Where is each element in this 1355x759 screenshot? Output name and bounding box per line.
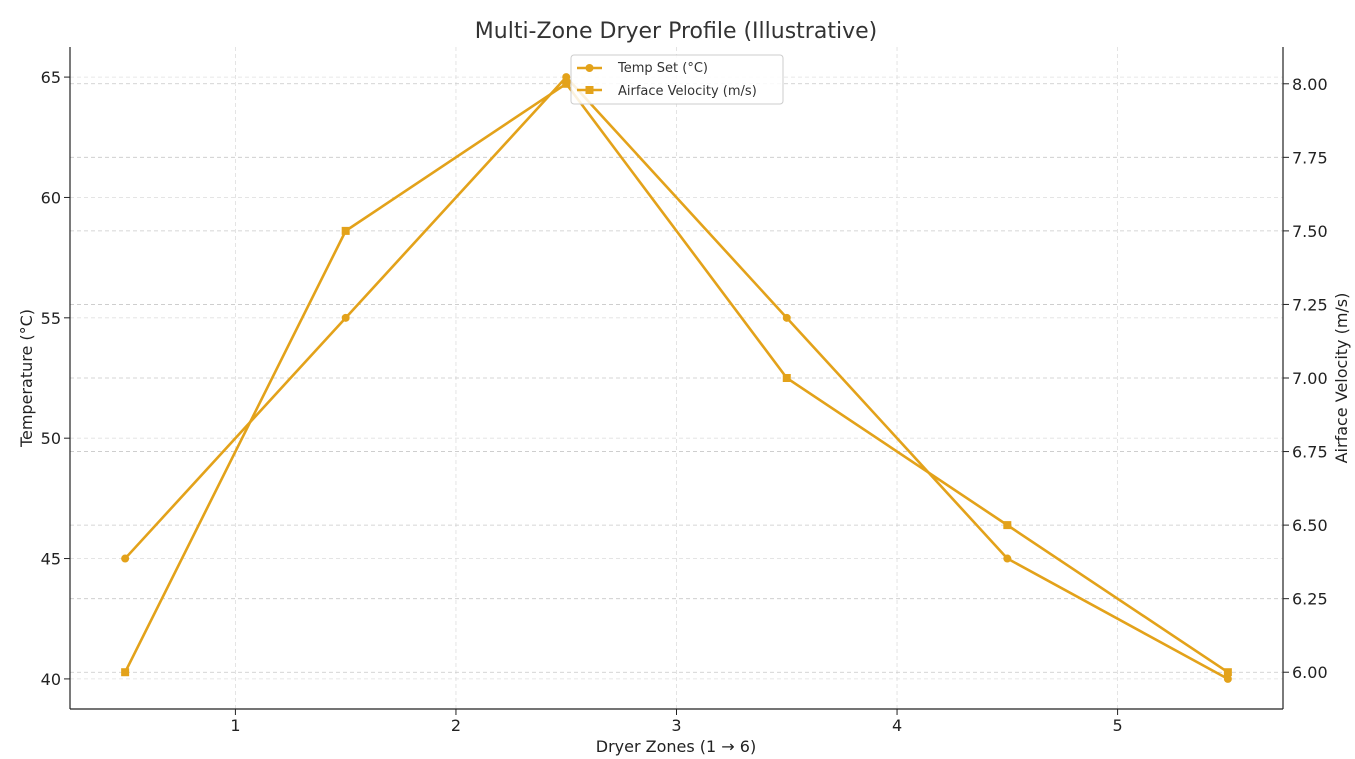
y-tick-label-left: 45 bbox=[41, 550, 61, 569]
x-axis-label: Dryer Zones (1 → 6) bbox=[596, 737, 756, 756]
data-point-temp-set bbox=[1003, 554, 1012, 563]
x-tick-label: 2 bbox=[451, 716, 461, 735]
y-tick-label-right: 6.00 bbox=[1292, 663, 1328, 682]
data-point-airface-velocity bbox=[1223, 668, 1232, 677]
data-point-airface-velocity bbox=[782, 374, 791, 382]
y-tick-label-left: 60 bbox=[41, 188, 61, 207]
series-line-temp-set bbox=[124, 75, 1229, 681]
series-line-airface-velocity bbox=[123, 82, 1229, 674]
y-tick-label-left: 55 bbox=[41, 309, 61, 328]
series-layer bbox=[121, 73, 1232, 683]
x-tick-label: 4 bbox=[892, 716, 902, 735]
legend-marker-temp-set bbox=[585, 64, 594, 72]
y-tick-label-right: 6.75 bbox=[1292, 443, 1328, 462]
axes-layer: 1 2 3 4 54045505560656.006.256.506.757.007.2… bbox=[41, 47, 1328, 735]
legend-label-temp-set: Temp Set (°C) bbox=[617, 61, 708, 76]
y-tick-label-right: 6.25 bbox=[1292, 590, 1328, 609]
legend-label-airface-velocity: Airface Velocity (m/s) bbox=[618, 84, 757, 99]
legend: Temp Set (°C) Airface Velocity (m/s) bbox=[570, 54, 784, 105]
y-tick-label-left: 40 bbox=[41, 670, 61, 689]
data-point-airface-velocity bbox=[562, 79, 571, 88]
legend-marker-airface-velocity bbox=[585, 86, 594, 94]
y-tick-label-right: 7.75 bbox=[1292, 148, 1328, 167]
y-tick-label-left: 50 bbox=[41, 429, 61, 448]
x-tick-label: 5 bbox=[1112, 716, 1122, 735]
y-tick-label-right: 6.50 bbox=[1292, 516, 1328, 535]
data-point-temp-set bbox=[341, 313, 350, 322]
data-point-temp-set bbox=[1223, 674, 1232, 683]
x-tick-label: 1 bbox=[230, 716, 240, 735]
y-tick-label-right: 7.25 bbox=[1292, 295, 1328, 314]
y-axis-label-right: Airface Velocity (m/s) bbox=[1332, 293, 1351, 464]
data-point-temp-set bbox=[782, 313, 791, 322]
data-point-airface-velocity bbox=[1003, 521, 1012, 530]
legend-box bbox=[570, 54, 784, 105]
data-point-temp-set bbox=[562, 73, 571, 82]
x-tick-label: 3 bbox=[671, 716, 681, 735]
data-point-temp-set bbox=[121, 554, 130, 563]
y-tick-label-right: 7.00 bbox=[1292, 369, 1328, 388]
data-point-airface-velocity bbox=[341, 226, 350, 235]
chart-title: Multi-Zone Dryer Profile (Illustrative) bbox=[475, 19, 877, 44]
y-tick-label-right: 8.00 bbox=[1292, 75, 1328, 94]
y-tick-label-left: 65 bbox=[41, 68, 61, 87]
y-tick-label-right: 7.50 bbox=[1292, 222, 1328, 241]
y-axis-label-left: Temperature (°C) bbox=[17, 309, 36, 448]
data-point-airface-velocity bbox=[121, 668, 130, 677]
